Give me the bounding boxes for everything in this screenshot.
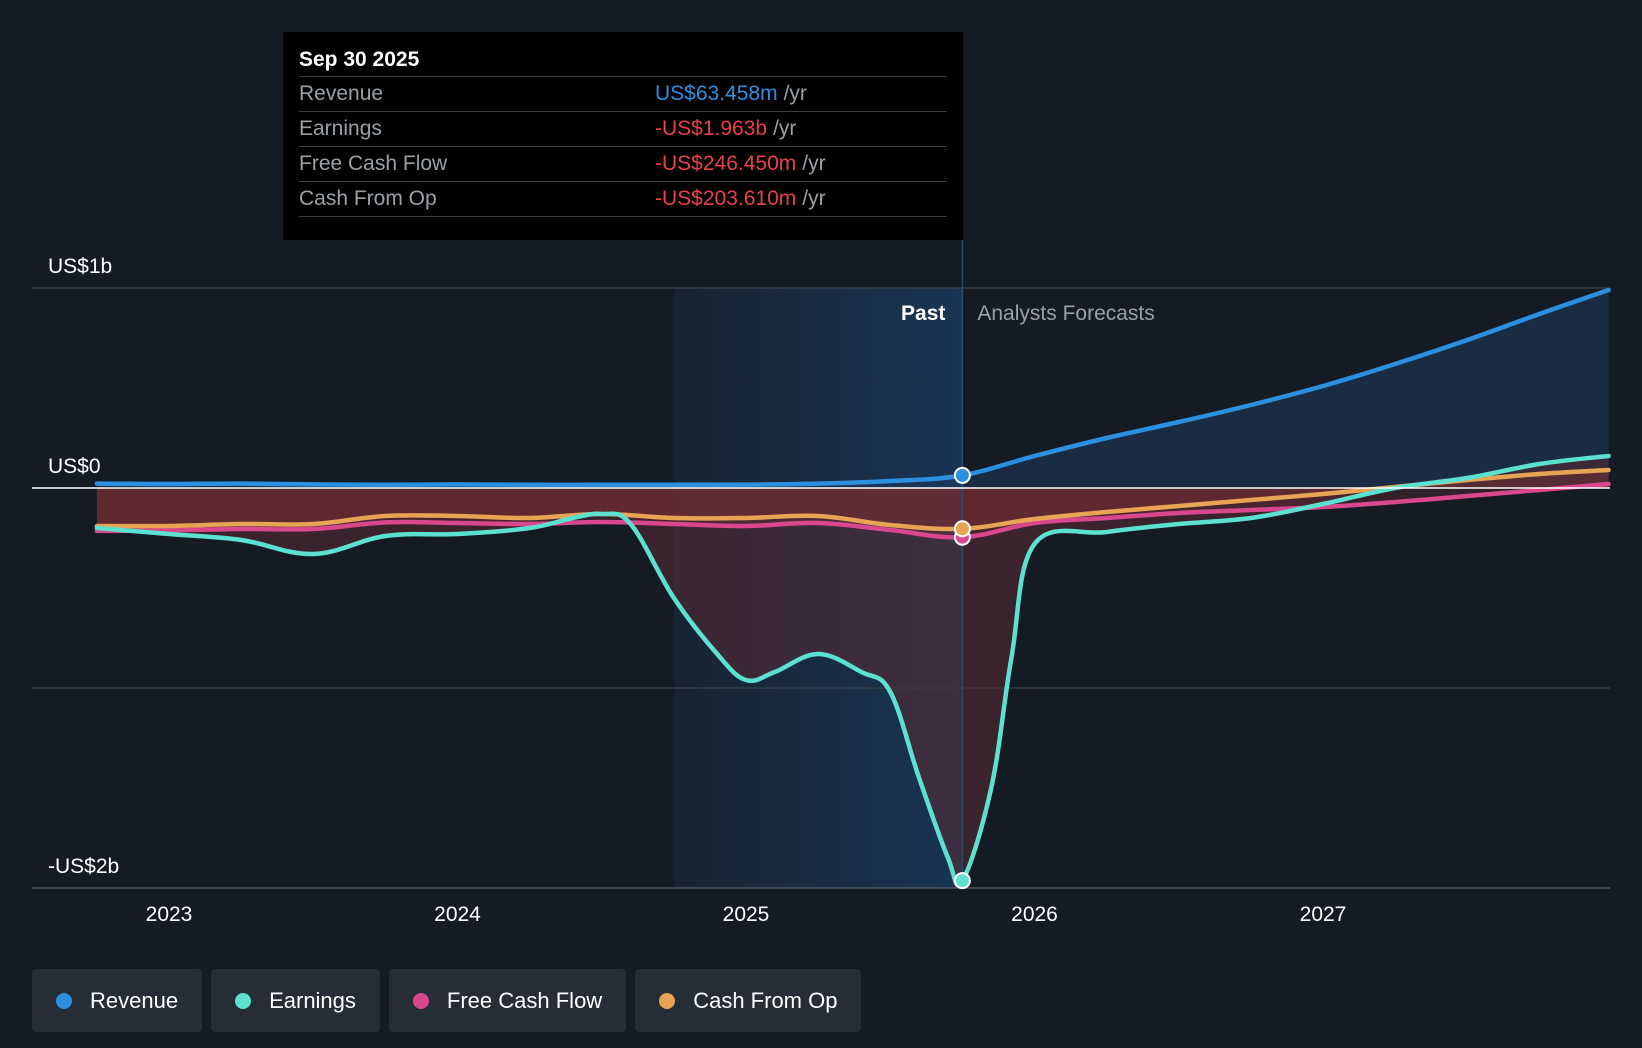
tooltip-row-revenue: Revenue US$63.458m /yr [299,76,947,111]
y-tick-label: -US$2b [48,855,119,878]
tooltip-value: US$63.458m [655,82,778,105]
legend-item-cash-from-op[interactable]: Cash From Op [635,969,862,1032]
x-tick-label: 2025 [723,903,770,926]
legend-label: Cash From Op [693,987,838,1013]
tooltip-label: Cash From Op [299,187,437,210]
tooltip-unit: /yr [802,152,826,175]
legend-label: Revenue [90,987,179,1013]
tooltip-date: Sep 30 2025 [299,48,420,71]
tooltip-value: -US$203.610m [655,187,797,210]
area-fill-free-cash-flow [96,484,1609,538]
cash-from-op-dot-icon [659,992,676,1009]
x-tick-label: 2026 [1011,903,1058,926]
tooltip-row-cash-from-op: Cash From Op -US$203.610m /yr [299,181,947,217]
x-tick-label: 2023 [146,903,193,926]
point-marker-revenue [953,466,971,484]
area-fill-revenue [96,290,1609,488]
grid-lines [32,287,1610,889]
tooltip-value: -US$246.450m [655,152,797,175]
series-lines [94,287,1611,888]
y-tick-label: US$0 [48,455,101,478]
legend-item-free-cash-flow[interactable]: Free Cash Flow [388,969,627,1032]
tooltip-label: Earnings [299,117,382,140]
series-line-revenue [94,287,1611,488]
tooltip-unit: /yr [773,117,797,140]
area-fill-earnings [96,456,1609,885]
series-line-free-cash-flow [94,481,1611,540]
point-marker-cash-from-op [953,520,971,538]
tooltip-row-earnings: Earnings -US$1.963b /yr [299,111,947,146]
legend-item-earnings[interactable]: Earnings [211,969,380,1032]
tooltip-label: Free Cash Flow [299,152,448,175]
legend-label: Earnings [269,987,356,1013]
legend-item-revenue[interactable]: Revenue [32,969,203,1032]
forecast-label: Analysts Forecasts [977,302,1154,325]
point-marker-earnings [953,872,971,890]
series-line-cash-from-op [94,467,1611,532]
free-cash-flow-dot-icon [412,992,429,1009]
tooltip-unit: /yr [802,187,826,210]
tooltip-unit: /yr [783,82,807,105]
x-axis-labels: 2023 2024 2025 2026 2027 [146,903,1347,926]
past-label: Past [901,302,945,325]
legend-label: Free Cash Flow [446,987,603,1013]
revenue-dot-icon [56,992,72,1009]
tooltip-row-free-cash-flow: Free Cash Flow -US$246.450m /yr [299,146,947,181]
tooltip-value: -US$1.963b [655,117,768,140]
y-axis-labels: US$1b US$0 -US$2b [48,255,119,878]
y-tick-label: US$1b [48,255,112,278]
x-tick-label: 2024 [434,903,481,926]
chart-legend: Revenue Earnings Free Cash Flow Cash Fro… [32,969,862,1032]
series-line-earnings [94,453,1611,888]
x-tick-label: 2027 [1300,903,1347,926]
highlight-markers [953,466,971,890]
data-tooltip: Sep 30 2025 Revenue US$63.458m /yr Earni… [283,32,963,240]
earnings-dot-icon [235,992,252,1009]
tooltip-label: Revenue [299,82,384,105]
